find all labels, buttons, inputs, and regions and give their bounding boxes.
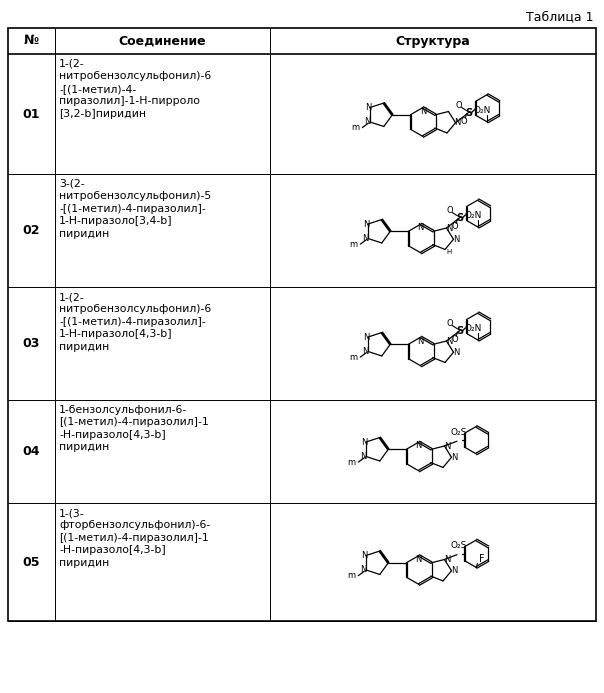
Text: O: O <box>461 117 467 126</box>
Text: 1-(2-
нитробензолсульфонил)-6
-[(1-метил)-4-пиразолил]-
1-Н-пиразоло[4,3-b]
пири: 1-(2- нитробензолсульфонил)-6 -[(1-метил… <box>59 292 211 351</box>
Text: m: m <box>347 458 356 467</box>
Text: N: N <box>446 337 452 346</box>
Text: O₂N: O₂N <box>464 324 482 333</box>
Text: N: N <box>364 118 370 127</box>
Text: N: N <box>362 347 368 356</box>
Text: Таблица 1: Таблица 1 <box>527 10 594 23</box>
Text: Соединение: Соединение <box>119 35 207 48</box>
Text: 1-бензолсульфонил-6-
[(1-метил)-4-пиразолил]-1
-Н-пиразоло[4,3-b]
пиридин: 1-бензолсульфонил-6- [(1-метил)-4-пиразо… <box>59 405 209 453</box>
Text: O: O <box>446 319 452 328</box>
Text: O: O <box>446 206 452 215</box>
Text: N: N <box>365 103 371 112</box>
Text: N: N <box>454 119 461 128</box>
Text: N: N <box>363 220 369 229</box>
Text: N: N <box>361 551 367 560</box>
Text: N: N <box>360 565 366 574</box>
Text: 03: 03 <box>23 337 40 350</box>
Text: N: N <box>417 337 423 346</box>
Text: O₂N: O₂N <box>464 211 482 220</box>
Text: 1-(3-
фторбензолсульфонил)-6-
[(1-метил)-4-пиразолил]-1
-Н-пиразоло[4,3-b]
пирид: 1-(3- фторбензолсульфонил)-6- [(1-метил)… <box>59 508 210 568</box>
Text: N: N <box>454 235 460 244</box>
Text: O: O <box>452 222 458 231</box>
Text: S: S <box>456 213 463 223</box>
Text: N: N <box>363 333 369 342</box>
Text: m: m <box>350 353 358 362</box>
Bar <box>8 28 596 621</box>
Text: N: N <box>361 437 367 446</box>
Text: 3-(2-
нитробензолсульфонил)-5
-[(1-метил)-4-пиразолил]-
1-Н-пиразоло[3,4-b]
пири: 3-(2- нитробензолсульфонил)-5 -[(1-метил… <box>59 179 211 238</box>
Text: N: N <box>415 441 421 450</box>
Text: N: N <box>446 224 452 233</box>
Text: S: S <box>456 326 463 336</box>
Text: 1-(2-
нитробензолсульфонил)-6
-[(1-метил)-4-
пиразолил]-1-Н-пирроло
[3,2-b]пирид: 1-(2- нитробензолсульфонил)-6 -[(1-метил… <box>59 59 211 119</box>
Text: №: № <box>24 35 39 48</box>
Text: Структура: Структура <box>396 35 471 48</box>
Text: N: N <box>417 224 423 232</box>
Text: F: F <box>478 554 484 565</box>
Text: N: N <box>454 348 460 357</box>
Text: O: O <box>455 101 461 110</box>
Text: 05: 05 <box>23 556 40 568</box>
Text: 01: 01 <box>23 107 40 121</box>
Text: H: H <box>446 249 452 256</box>
Text: m: m <box>352 123 360 132</box>
Text: 04: 04 <box>23 445 40 458</box>
Text: N: N <box>451 566 458 575</box>
Text: N: N <box>360 452 366 461</box>
Text: N: N <box>420 107 426 116</box>
Text: O₂S: O₂S <box>451 428 467 437</box>
Text: O: O <box>452 335 458 344</box>
Text: O₂S: O₂S <box>451 541 467 550</box>
Text: m: m <box>350 240 358 249</box>
Text: m: m <box>347 571 356 580</box>
Text: N: N <box>415 555 421 564</box>
Text: 02: 02 <box>23 224 40 237</box>
Text: N: N <box>445 555 451 564</box>
Text: N: N <box>451 453 458 462</box>
Text: S: S <box>465 107 472 118</box>
Text: N: N <box>362 234 368 243</box>
Text: O₂N: O₂N <box>474 105 491 114</box>
Text: N: N <box>445 441 451 450</box>
